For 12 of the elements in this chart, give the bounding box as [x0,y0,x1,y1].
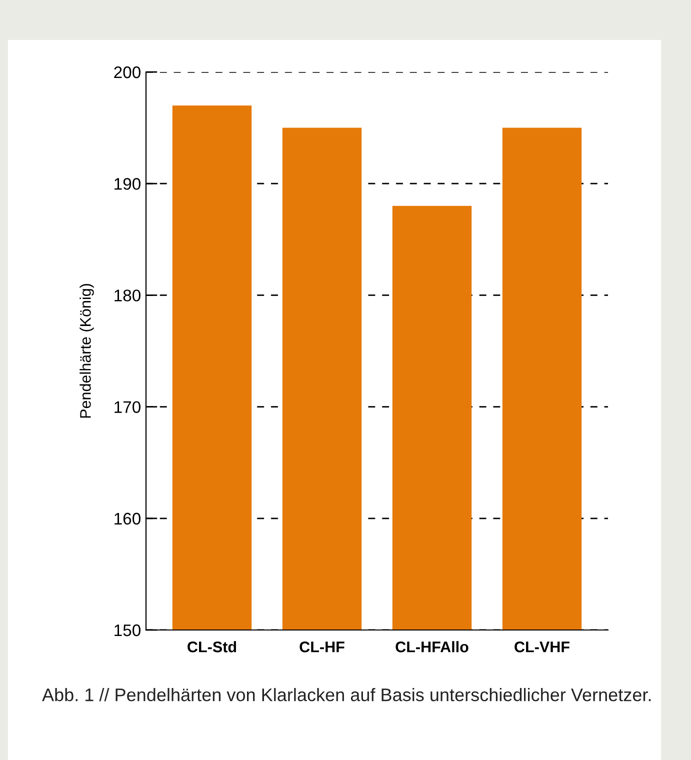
x-tick-label: CL-HF [300,642,344,652]
y-tick-label: 200 [114,66,140,78]
x-tick-label: CL-HFAllo [396,641,468,652]
x-tick-label: CL-VHF [514,642,570,652]
y-tick-label: 150 [114,624,140,636]
y-tick-label: 170 [114,401,140,414]
y-tick-label: 190 [114,178,140,190]
y-axis-title: Pendelhärte (König) [80,284,94,418]
x-tick-label: CL-Std [188,641,236,652]
y-tick-label: 180 [114,290,140,302]
caption: Abb. 1 // Pendelhärten von Klarlacken auf Basis unterschiedlicher Vernetzer. [42,688,651,702]
y-tick-label: 160 [114,512,140,525]
